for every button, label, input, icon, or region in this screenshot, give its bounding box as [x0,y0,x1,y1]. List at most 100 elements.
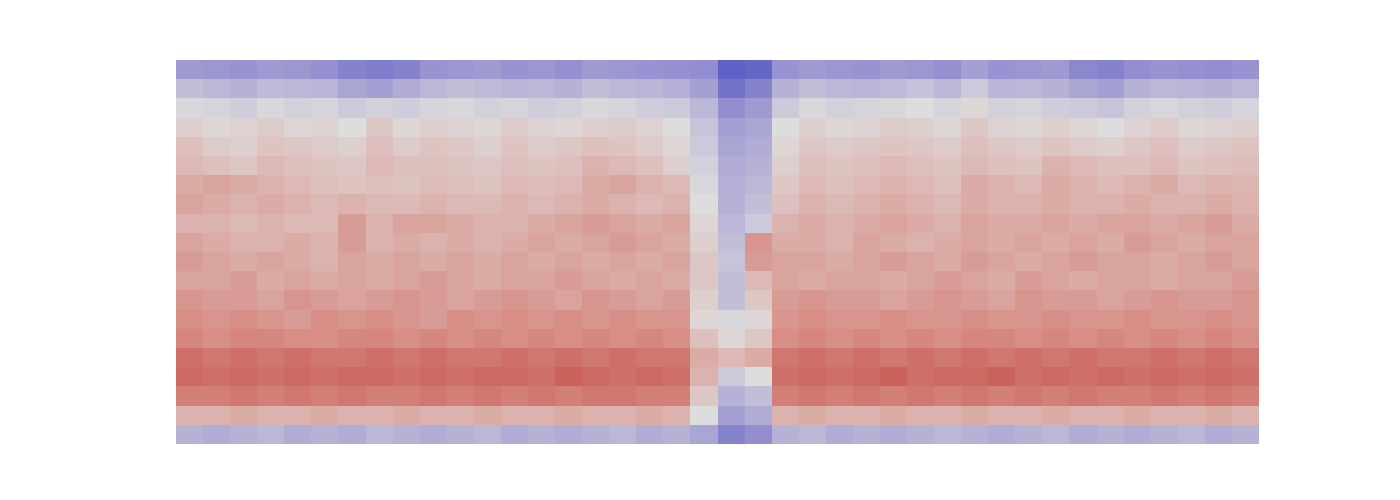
heatmap-cell [1178,175,1206,195]
heatmap-cell [609,329,637,349]
heatmap-cell [203,310,231,330]
heatmap-cell [203,348,231,368]
heatmap-cell [880,425,908,444]
heatmap-cell [961,137,989,157]
heatmap-cell [528,425,556,444]
heatmap-cell [1015,194,1043,214]
heatmap-cell [257,329,285,349]
heatmap-cell [880,233,908,253]
heatmap-cell [284,98,312,118]
heatmap-cell [1097,252,1125,272]
heatmap-cell [1124,98,1152,118]
heatmap-cell [907,79,935,99]
heatmap-cell [1205,406,1233,426]
heatmap-cell [1015,233,1043,253]
heatmap-cell [1178,60,1206,80]
heatmap-cell [826,175,854,195]
heatmap-cell [582,214,610,234]
heatmap-cell [555,252,583,272]
heatmap-cell [1205,156,1233,176]
heatmap-cell [284,425,312,444]
heatmap-cell [284,290,312,310]
heatmap-cell [745,271,773,291]
heatmap-cell [718,386,746,406]
heatmap-cell [528,118,556,138]
heatmap-cell [1151,98,1179,118]
heatmap-cell [1124,137,1152,157]
heatmap-cell [961,156,989,176]
heatmap-cell [284,175,312,195]
heatmap-cell [853,329,881,349]
heatmap-cell [474,98,502,118]
heatmap-cell [907,386,935,406]
heatmap-cell [880,271,908,291]
heatmap-cell [745,214,773,234]
heatmap-cell [555,386,583,406]
heatmap-cell [257,60,285,80]
heatmap-cell [988,60,1016,80]
heatmap-cell [501,60,529,80]
heatmap-cell [826,406,854,426]
heatmap-cell [853,233,881,253]
heatmap-cell [447,156,475,176]
heatmap-cell [799,367,827,387]
heatmap-cell [338,406,366,426]
heatmap-cell [1015,367,1043,387]
heatmap-cell [474,310,502,330]
heatmap-cell [501,271,529,291]
heatmap-cell [1042,233,1070,253]
heatmap-cell [582,98,610,118]
heatmap-cell [799,425,827,444]
heatmap-cell [338,214,366,234]
heatmap-cell [1124,156,1152,176]
heatmap-cell [257,98,285,118]
heatmap-cell [528,252,556,272]
heatmap-cell [826,367,854,387]
heatmap-cell [311,194,339,214]
heatmap-cell [880,310,908,330]
heatmap-cell [1124,79,1152,99]
heatmap-cell [311,271,339,291]
heatmap-cell [690,348,718,368]
heatmap-cell [799,271,827,291]
heatmap-cell [1015,137,1043,157]
heatmap-cell [501,329,529,349]
heatmap-cell [799,79,827,99]
heatmap-cell [555,156,583,176]
heatmap-cell [338,118,366,138]
heatmap-cell [663,60,691,80]
heatmap-cell [447,406,475,426]
heatmap-cell [718,425,746,444]
heatmap-cell [853,137,881,157]
heatmap-cell [772,175,800,195]
heatmap-cell [663,367,691,387]
heatmap-cell [718,79,746,99]
heatmap-cell [447,329,475,349]
heatmap-cell [366,214,394,234]
heatmap-cell [988,290,1016,310]
heatmap-cell [338,79,366,99]
heatmap-cell [961,233,989,253]
heatmap-cell [880,214,908,234]
heatmap-cell [663,271,691,291]
heatmap-cell [880,290,908,310]
heatmap-cell [176,348,204,368]
heatmap-cell [203,329,231,349]
heatmap-cell [907,156,935,176]
heatmap-cell [1232,425,1259,444]
heatmap-cell [474,214,502,234]
heatmap-cell [528,156,556,176]
heatmap-cell [718,98,746,118]
heatmap-cell [1097,118,1125,138]
heatmap-cell [257,156,285,176]
heatmap-cell [1069,425,1097,444]
heatmap-cell [555,214,583,234]
heatmap-cell [1151,425,1179,444]
heatmap-cell [1178,98,1206,118]
heatmap-cell [718,194,746,214]
heatmap-cell [501,367,529,387]
heatmap-cell [772,60,800,80]
heatmap-cell [1069,79,1097,99]
heatmap-cell [718,271,746,291]
heatmap-cell [907,194,935,214]
